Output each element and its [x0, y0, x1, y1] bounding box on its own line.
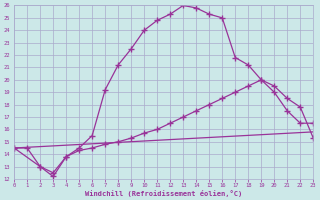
X-axis label: Windchill (Refroidissement éolien,°C): Windchill (Refroidissement éolien,°C): [85, 190, 242, 197]
